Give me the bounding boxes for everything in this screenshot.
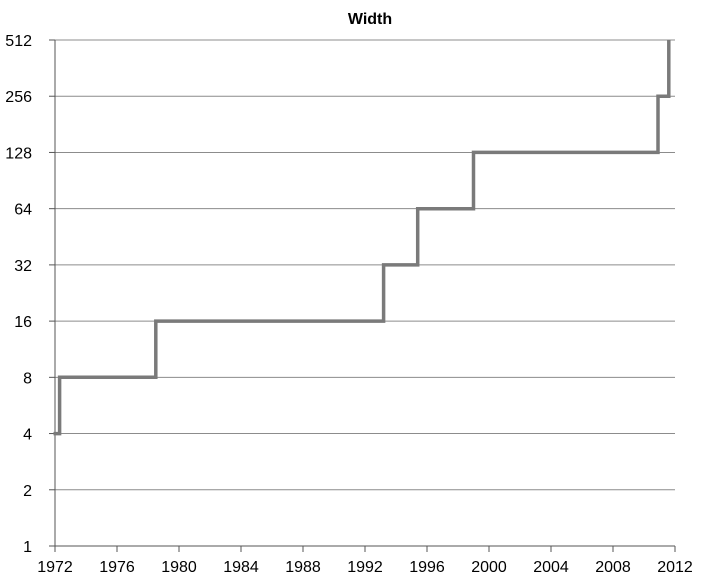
x-tick-labels: 1972 1976 1980 1984 1988 1992 1996 2000 2004 2008… bbox=[37, 559, 693, 576]
y-tick-label: 1 bbox=[23, 539, 32, 556]
y-tick-label: 8 bbox=[23, 370, 32, 387]
x-tick-label: 2000 bbox=[471, 559, 507, 576]
y-tick-label: 256 bbox=[5, 89, 32, 106]
axis-layer bbox=[49, 39, 676, 552]
y-tick-labels: 1 2 4 8 16 32 64 128 256 512 bbox=[5, 33, 32, 556]
y-tick-label: 16 bbox=[14, 314, 32, 331]
x-tick-label: 2012 bbox=[657, 559, 693, 576]
y-tick-label: 128 bbox=[5, 145, 32, 162]
x-tick-label: 1996 bbox=[409, 559, 445, 576]
y-tick-label: 2 bbox=[23, 483, 32, 500]
y-tick-label: 64 bbox=[14, 202, 32, 219]
series-line bbox=[53, 40, 671, 436]
x-tick-label: 1984 bbox=[223, 559, 259, 576]
series-layer bbox=[53, 40, 671, 436]
chart-title: Width bbox=[348, 11, 392, 28]
x-tick-label: 2008 bbox=[595, 559, 631, 576]
y-tick-label: 32 bbox=[14, 258, 32, 275]
x-tick-label: 1980 bbox=[161, 559, 197, 576]
x-tick-label: 1976 bbox=[99, 559, 135, 576]
x-tick-label: 1972 bbox=[37, 559, 73, 576]
y-tick-label: 512 bbox=[5, 33, 32, 50]
grid-layer bbox=[55, 39, 675, 491]
y-tick-label: 4 bbox=[23, 427, 32, 444]
x-tick-label: 2004 bbox=[533, 559, 569, 576]
x-tick-label: 1992 bbox=[347, 559, 383, 576]
x-tick-label: 1988 bbox=[285, 559, 321, 576]
